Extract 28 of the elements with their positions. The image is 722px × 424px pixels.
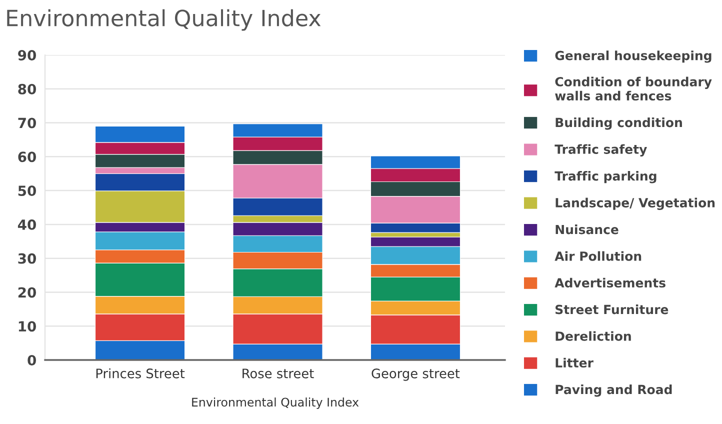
legend-label: Landscape/ Vegetation bbox=[556, 198, 715, 210]
chart-title: Environmental Quality Index bbox=[7, 9, 321, 31]
legend-label: Traffic safety bbox=[554, 144, 647, 156]
legend-label: Condition of boundary walls and fences bbox=[555, 76, 712, 101]
y-tick-label: 10 bbox=[18, 321, 36, 332]
legend-label: Nuisance bbox=[556, 224, 618, 234]
legend-label: Dereliction bbox=[556, 331, 631, 341]
y-tick-label: 60 bbox=[18, 152, 36, 162]
y-tick-label: 90 bbox=[18, 50, 36, 60]
x-tick-label: George street bbox=[372, 368, 460, 381]
legend-label: Paving and Road bbox=[556, 384, 672, 397]
legend-label: Advertisements bbox=[554, 278, 666, 288]
legend-label: Litter bbox=[556, 358, 594, 368]
y-tick-label: 40 bbox=[18, 219, 36, 230]
y-tick-label: 20 bbox=[18, 287, 36, 298]
x-axis-title: Environmental Quality Index bbox=[192, 398, 359, 409]
legend-label: Traffic parking bbox=[554, 171, 656, 184]
y-tick-label: 0 bbox=[28, 354, 36, 366]
x-tick-label: Princes Street bbox=[96, 368, 185, 378]
legend-label: Air Pollution bbox=[554, 251, 642, 261]
y-tick-label: 30 bbox=[18, 253, 36, 264]
y-tick-label: 70 bbox=[18, 118, 36, 128]
legend-label: Building condition bbox=[556, 118, 682, 130]
legend-label: General housekeeping bbox=[555, 50, 712, 63]
legend-label: Street Furniture bbox=[556, 304, 668, 314]
y-tick-label: 50 bbox=[18, 186, 36, 196]
y-tick-label: 80 bbox=[18, 84, 36, 94]
x-tick-label: Rose street bbox=[242, 368, 314, 378]
